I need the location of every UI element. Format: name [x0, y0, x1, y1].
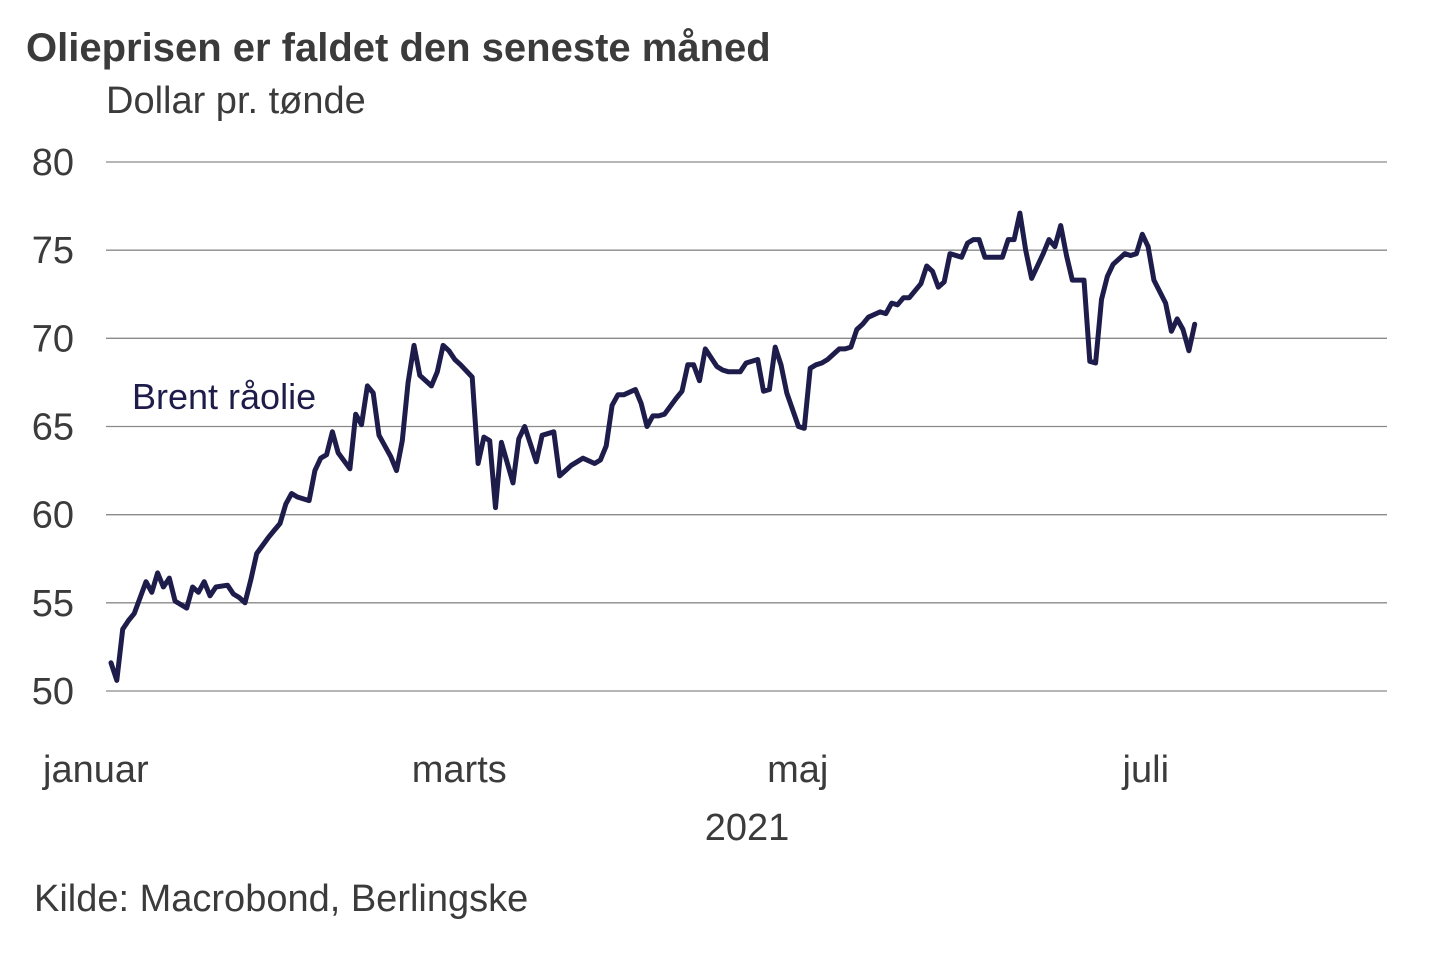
y-tick-label: 70 — [32, 318, 74, 360]
series-label: Brent råolie — [132, 376, 316, 417]
y-axis-ticks: 80 75 70 65 60 55 50 — [32, 142, 74, 713]
gridlines — [106, 161, 1387, 692]
x-tick-label: januar — [42, 749, 149, 791]
y-tick-label: 60 — [32, 495, 74, 537]
chart-title: Olieprisen er faldet den seneste måned — [26, 26, 771, 70]
y-tick-label: 75 — [32, 230, 74, 272]
x-axis-label: 2021 — [705, 807, 790, 849]
y-tick-label: 55 — [32, 583, 74, 625]
y-tick-label: 65 — [32, 407, 74, 449]
x-tick-label: maj — [767, 749, 828, 791]
y-tick-label: 80 — [32, 142, 74, 184]
x-axis-ticks: januar marts maj juli — [42, 749, 1169, 791]
x-tick-label: marts — [412, 749, 507, 791]
y-tick-label: 50 — [32, 671, 74, 713]
chart-subtitle: Dollar pr. tønde — [106, 80, 366, 122]
series-line-brent — [108, 210, 1198, 683]
source-note: Kilde: Macrobond, Berlingske — [34, 878, 529, 920]
x-tick-label: juli — [1122, 749, 1169, 791]
